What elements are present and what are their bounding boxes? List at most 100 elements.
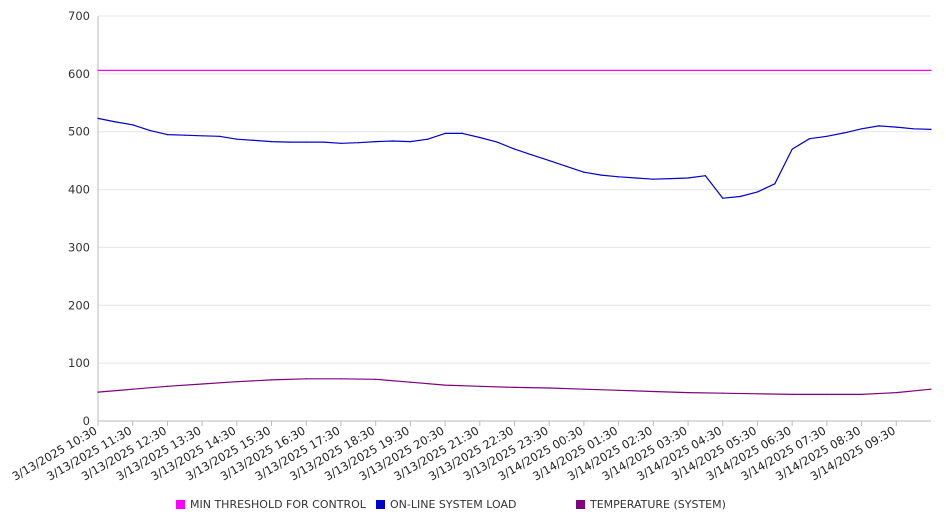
data-point-on-line-system-load bbox=[930, 128, 932, 130]
x-axis-ticks: 3/13/2025 10:303/13/2025 11:303/13/2025 … bbox=[10, 421, 898, 483]
y-axis-ticks: 0 100 200 300 400 500 600 700 bbox=[68, 9, 90, 428]
data-point-on-line-system-load bbox=[513, 148, 516, 150]
y-tick-label: 100 bbox=[68, 356, 90, 370]
data-point-on-line-system-load bbox=[444, 132, 446, 134]
data-point-temperature-system bbox=[201, 383, 203, 385]
data-point-on-line-system-load bbox=[600, 174, 602, 176]
data-point-temperature-system bbox=[375, 378, 377, 380]
data-point-on-line-system-load bbox=[618, 176, 620, 178]
data-point-on-line-system-load bbox=[652, 178, 654, 180]
data-point-on-line-system-load bbox=[479, 136, 481, 139]
data-point-on-line-system-load bbox=[531, 154, 533, 156]
data-point-on-line-system-load bbox=[756, 191, 759, 193]
data-point-on-line-system-load bbox=[496, 141, 498, 143]
data-point-on-line-system-load bbox=[670, 178, 672, 180]
data-point-min-threshold-for-control bbox=[930, 69, 932, 71]
axes bbox=[97, 16, 931, 422]
data-point-on-line-system-load bbox=[218, 135, 221, 137]
data-point-on-line-system-load bbox=[687, 177, 689, 179]
data-point-on-line-system-load bbox=[461, 132, 463, 134]
data-point-on-line-system-load bbox=[357, 142, 359, 144]
legend-item-min-threshold[interactable]: MIN THRESHOLD FOR CONTROL bbox=[176, 498, 366, 511]
legend: MIN THRESHOLD FOR CONTROL ON-LINE SYSTEM… bbox=[0, 498, 946, 514]
data-point-temperature-system bbox=[305, 378, 307, 380]
legend-label-temperature: TEMPERATURE (SYSTEM) bbox=[590, 498, 726, 511]
data-point-on-line-system-load bbox=[166, 134, 168, 136]
data-point-on-line-system-load bbox=[132, 124, 134, 126]
y-tick-label: 300 bbox=[68, 240, 90, 254]
data-point-temperature-system bbox=[444, 384, 446, 386]
data-point-on-line-system-load bbox=[722, 197, 724, 199]
legend-label-min-threshold: MIN THRESHOLD FOR CONTROL bbox=[190, 498, 366, 511]
data-point-temperature-system bbox=[826, 393, 828, 395]
data-point-temperature-system bbox=[409, 381, 411, 383]
y-tick-label: 600 bbox=[68, 67, 90, 81]
data-point-on-line-system-load bbox=[826, 135, 828, 137]
data-point-on-line-system-load bbox=[305, 141, 307, 143]
data-point-on-line-system-load bbox=[97, 117, 99, 119]
data-point-temperature-system bbox=[513, 386, 516, 388]
data-point-on-line-system-load bbox=[878, 125, 880, 127]
data-point-on-line-system-load bbox=[323, 141, 325, 143]
data-point-on-line-system-load bbox=[704, 175, 707, 177]
data-point-on-line-system-load bbox=[635, 177, 637, 179]
data-point-on-line-system-load bbox=[843, 132, 845, 134]
legend-item-online-system-load[interactable]: ON-LINE SYSTEM LOAD bbox=[376, 498, 516, 511]
data-point-temperature-system bbox=[756, 393, 759, 395]
legend-label-online-system-load: ON-LINE SYSTEM LOAD bbox=[390, 498, 517, 511]
data-point-temperature-system bbox=[687, 392, 689, 394]
data-point-on-line-system-load bbox=[583, 171, 585, 173]
data-point-temperature-system bbox=[861, 393, 863, 395]
legend-item-temperature[interactable]: TEMPERATURE (SYSTEM) bbox=[576, 498, 726, 511]
data-point-on-line-system-load bbox=[427, 138, 429, 140]
series-lines bbox=[97, 69, 932, 395]
data-point-temperature-system bbox=[340, 378, 342, 380]
data-point-on-line-system-load bbox=[253, 139, 255, 141]
data-point-on-line-system-load bbox=[861, 128, 863, 130]
data-point-temperature-system bbox=[548, 387, 550, 389]
data-point-temperature-system bbox=[618, 389, 620, 391]
data-point-temperature-system bbox=[930, 388, 932, 390]
data-point-temperature-system bbox=[270, 379, 273, 381]
data-point-on-line-system-load bbox=[270, 141, 273, 143]
data-point-min-threshold-for-control bbox=[97, 69, 99, 71]
data-point-on-line-system-load bbox=[392, 140, 394, 142]
data-point-on-line-system-load bbox=[236, 138, 238, 140]
data-point-on-line-system-load bbox=[114, 121, 116, 123]
data-point-temperature-system bbox=[236, 381, 238, 383]
y-tick-label: 0 bbox=[83, 414, 90, 428]
y-tick-label: 500 bbox=[68, 125, 90, 139]
data-point-on-line-system-load bbox=[288, 141, 290, 143]
data-point-on-line-system-load bbox=[184, 134, 186, 136]
data-point-on-line-system-load bbox=[913, 128, 915, 130]
data-point-temperature-system bbox=[895, 392, 897, 394]
series-line-temperature-system bbox=[97, 378, 932, 395]
data-point-on-line-system-load bbox=[201, 135, 203, 137]
data-point-on-line-system-load bbox=[808, 138, 811, 140]
data-point-on-line-system-load bbox=[149, 130, 151, 132]
data-point-temperature-system bbox=[97, 391, 99, 393]
data-point-on-line-system-load bbox=[548, 160, 550, 162]
data-point-temperature-system bbox=[583, 388, 585, 390]
data-point-temperature-system bbox=[791, 393, 793, 395]
data-point-on-line-system-load bbox=[739, 195, 741, 198]
data-point-on-line-system-load bbox=[895, 126, 897, 128]
legend-swatch-temperature bbox=[576, 500, 585, 509]
data-point-on-line-system-load bbox=[340, 142, 342, 144]
data-point-temperature-system bbox=[132, 388, 134, 390]
legend-swatch-min-threshold bbox=[176, 500, 185, 509]
grid-lines bbox=[98, 15, 931, 364]
data-point-on-line-system-load bbox=[774, 183, 776, 185]
data-point-on-line-system-load bbox=[409, 141, 411, 143]
y-tick-label: 200 bbox=[68, 298, 90, 312]
data-point-temperature-system bbox=[722, 392, 724, 394]
data-point-temperature-system bbox=[479, 385, 481, 387]
data-point-on-line-system-load bbox=[375, 141, 377, 143]
data-point-temperature-system bbox=[652, 390, 654, 393]
y-tick-label: 400 bbox=[68, 183, 90, 197]
y-tick-label: 700 bbox=[68, 9, 90, 23]
series-line-on-line-system-load bbox=[97, 117, 932, 199]
legend-swatch-online-system-load bbox=[376, 500, 385, 509]
data-point-temperature-system bbox=[166, 385, 168, 387]
